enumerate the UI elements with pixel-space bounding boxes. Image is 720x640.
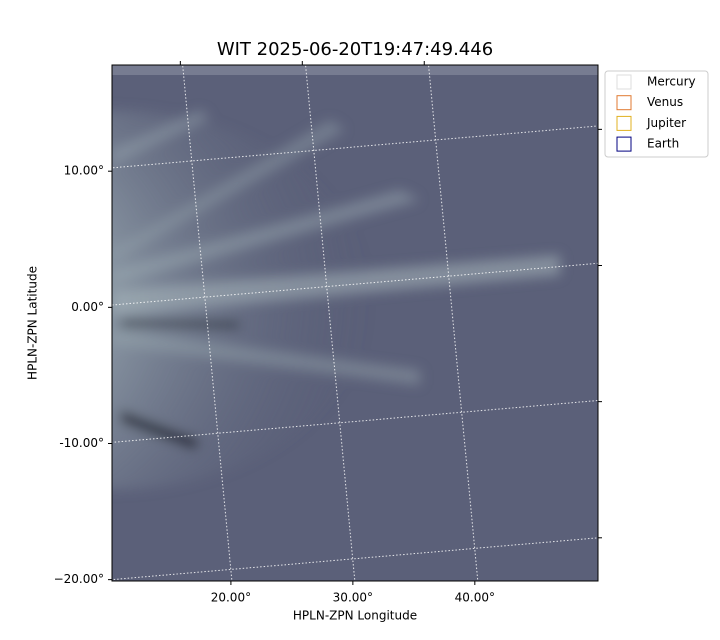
legend-label: Earth — [647, 137, 679, 151]
x-axis-label: HPLN-ZPN Longitude — [293, 609, 417, 623]
y-tick-label: -10.00° — [59, 436, 104, 450]
grid-line — [182, 65, 233, 581]
legend-swatch — [616, 74, 632, 90]
chart-title: WIT 2025-06-20T19:47:49.446 — [217, 39, 493, 60]
grid-line — [112, 537, 598, 581]
y-tick-label: −20.00° — [54, 572, 104, 586]
x-tick-label: 40.00° — [455, 591, 495, 605]
legend-swatch — [616, 95, 632, 111]
legend-box — [604, 70, 709, 158]
legend-swatch — [616, 136, 632, 152]
grid-line — [112, 125, 598, 169]
grid-line — [428, 65, 479, 581]
image — [112, 65, 598, 581]
legend-swatch — [616, 115, 632, 131]
grid-line — [112, 399, 598, 443]
legend-label: Venus — [647, 95, 683, 109]
grid-line — [305, 65, 356, 581]
y-axis-label: HPLN-ZPN Latitude — [26, 266, 40, 380]
x-tick-label: 30.00° — [333, 591, 373, 605]
x-tick-label: 20.00° — [211, 591, 251, 605]
y-tick-label: 10.00° — [64, 164, 104, 178]
plot-frame — [111, 64, 599, 582]
grid-line — [112, 262, 598, 306]
y-tick-label: 0.00° — [71, 300, 104, 314]
legend-label: Jupiter — [646, 116, 686, 130]
legend-label: Mercury — [647, 75, 696, 89]
